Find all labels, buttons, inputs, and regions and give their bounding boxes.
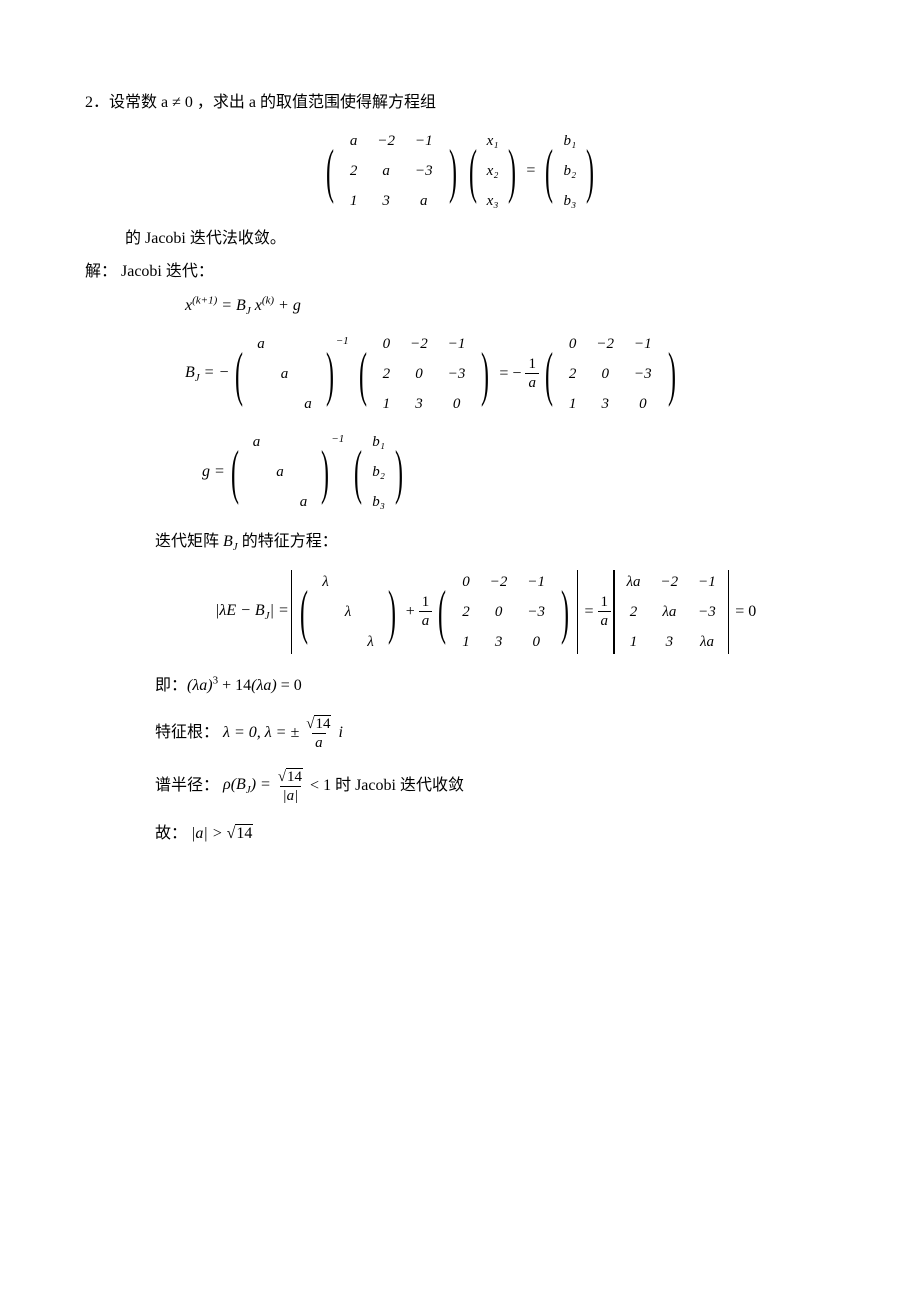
one-over-a: 1 a [525, 355, 539, 392]
x-vector: ( x₁ x₂ x₃ ) [463, 126, 523, 216]
inverse-exp: −1 [336, 333, 349, 351]
zero-matrix-1: ( 0−2−1 20−3 130 ) [353, 329, 496, 419]
eigenvalues: 特征根： λ = 0, λ = ± √14 a i [85, 715, 835, 752]
lambda-e-bj: |λE − BJ| = [215, 598, 289, 626]
characteristic-equation: |λE − BJ| = ( λ λ λ ) + 1 a ( 0−2−1 20−3… [85, 567, 835, 657]
solution-label: 解： Jacobi 迭代： [85, 259, 835, 285]
sqrt14-final: √14 [227, 821, 254, 847]
diag-a-matrix: ( a a a ) [229, 329, 339, 419]
system-equation: ( a−2−1 2a−3 13a ) ( x₁ x₂ x₃ ) = ( b₁ b… [85, 126, 835, 216]
diag-a-matrix-2: ( a a a ) [225, 427, 335, 517]
conclusion: 故： |a| > √14 [85, 821, 835, 847]
iteration-formula: x(k+1) = BJ x(k) + g [85, 293, 835, 321]
cubic-text: 即：(λa)3 + 14(λa) = 0 [155, 677, 302, 694]
equals-sign: = [526, 158, 535, 184]
bj-eq: BJ = − [185, 360, 229, 388]
problem-text: 2．设常数 a ≠ 0 ，求出 a 的取值范围使得解方程组 [85, 94, 436, 111]
problem-statement: 2．设常数 a ≠ 0 ，求出 a 的取值范围使得解方程组 [85, 90, 835, 116]
b-vector-2: ( b₁ b₂ b₃ ) [348, 427, 409, 517]
iter-eq: x(k+1) = BJ x(k) + g [185, 297, 301, 314]
eq-minus: = − [499, 361, 521, 387]
det-1: ( λ λ λ ) + 1 a ( 0−2−1 20−3 130 ) [289, 567, 581, 657]
det-2: λa−2−1 2λa−3 13λa [611, 567, 731, 657]
eq-zero: = 0 [735, 599, 756, 625]
eigen-equation-label: 迭代矩阵 BJ 的特征方程： [85, 529, 835, 557]
coef-matrix: ( a−2−1 2a−3 13a ) [320, 126, 463, 216]
zero-matrix-2: ( 0−2−1 20−3 130 ) [539, 329, 682, 419]
rho-eq: ρ(BJ) = [223, 772, 271, 800]
sqrt14-over-a: √14 a [303, 715, 334, 752]
cubic-equation: 即：(λa)3 + 14(λa) = 0 [85, 673, 835, 699]
b-vector: ( b₁ b₂ b₃ ) [539, 126, 600, 216]
spec-label: 谱半径： [155, 773, 219, 799]
lt1-text: < 1 时 Jacobi 迭代收敛 [310, 773, 464, 799]
g-definition: g = ( a a a ) −1 ( b₁ b₂ b₃ ) [85, 427, 835, 517]
abs-a-gt: |a| > [191, 821, 223, 847]
eigen-root-eq: λ = 0, λ = ± [223, 720, 299, 746]
spectral-radius: 谱半径： ρ(BJ) = √14 |a| < 1 时 Jacobi 迭代收敛 [85, 768, 835, 805]
inverse-exp-2: −1 [331, 431, 344, 449]
one-over-a-3: 1 a [598, 593, 612, 630]
convergence-text: 的 Jacobi 迭代法收敛。 [85, 226, 835, 252]
g-eq: g = [202, 459, 225, 485]
bj-definition: BJ = − ( a a a ) −1 ( 0−2−1 20−3 130 ) =… [85, 329, 835, 419]
eigen-root-label: 特征根： [155, 720, 219, 746]
conclusion-label: 故： [155, 821, 187, 847]
eigen-text: 迭代矩阵 BJ 的特征方程： [155, 533, 338, 550]
imaginary-i: i [338, 720, 342, 746]
one-over-a-2: 1 a [419, 593, 433, 630]
sqrt14-over-abs-a: √14 |a| [275, 768, 306, 805]
